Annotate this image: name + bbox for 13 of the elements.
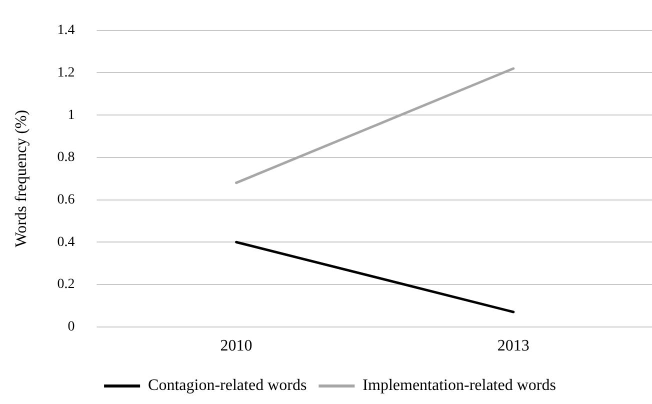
y-tick-label: 0.8	[57, 150, 75, 166]
y-tick-label: 1	[68, 108, 75, 123]
x-tick-label: 2013	[497, 338, 530, 355]
y-tick-label: 1.2	[57, 65, 75, 80]
y-tick-label: 0.4	[57, 234, 75, 250]
y-tick-label: 0	[68, 319, 75, 334]
y-tick-label: 1.4	[57, 23, 75, 38]
y-axis-title: Words frequency (%)	[12, 110, 30, 248]
y-tick-label: 0.2	[57, 277, 75, 292]
legend-label: Implementation-related words	[362, 377, 556, 394]
legend-label: Contagion-related words	[148, 377, 307, 394]
x-tick-label: 2010	[220, 338, 252, 355]
y-tick-label: 0.6	[57, 192, 75, 208]
